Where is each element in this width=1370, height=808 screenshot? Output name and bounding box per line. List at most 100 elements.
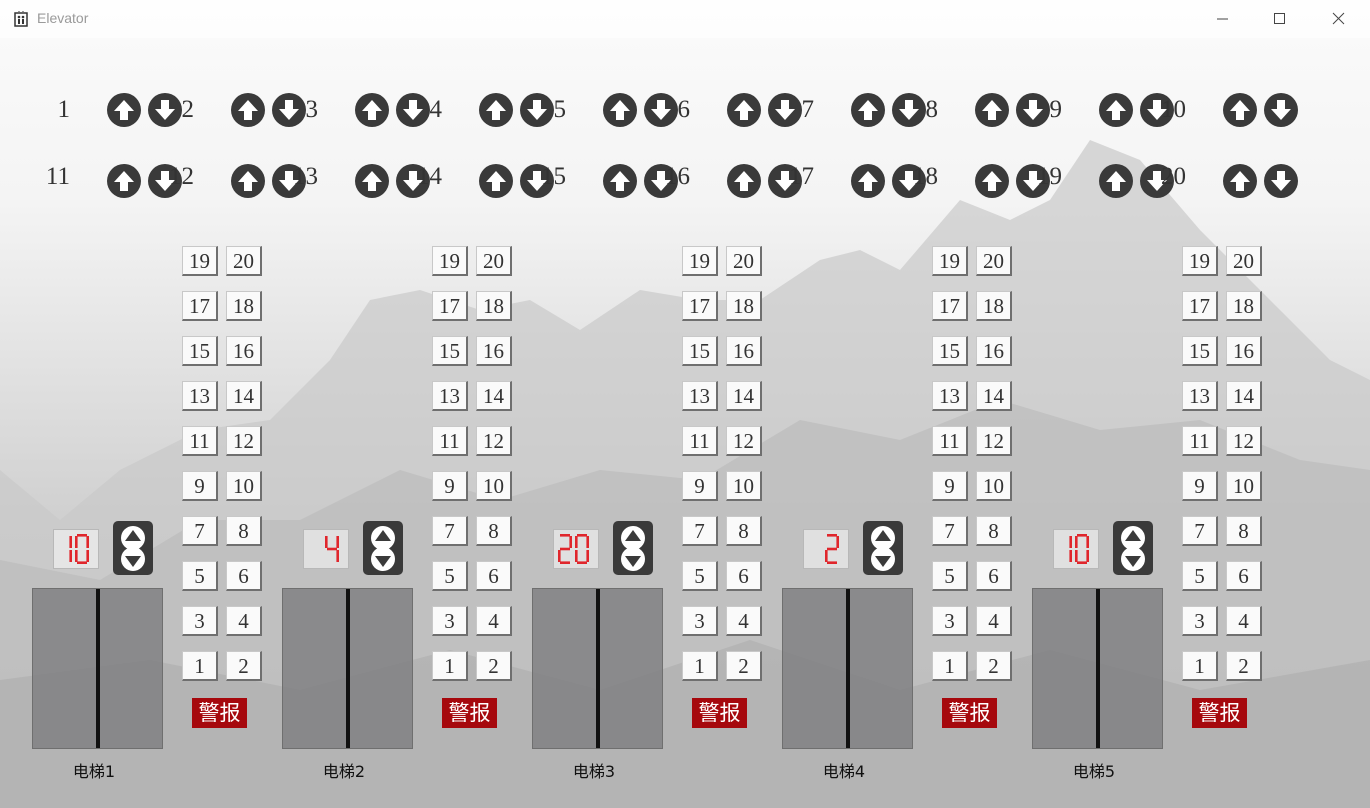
hall-call-up-button[interactable] [975,164,1009,198]
hall-call-up-button[interactable] [479,164,513,198]
car-floor-button[interactable]: 16 [726,336,762,366]
car-floor-button[interactable]: 8 [226,516,262,546]
car-floor-button[interactable]: 13 [182,381,218,411]
car-floor-button[interactable]: 13 [1182,381,1218,411]
car-floor-button[interactable]: 16 [976,336,1012,366]
car-floor-button[interactable]: 2 [976,651,1012,681]
car-floor-button[interactable]: 8 [976,516,1012,546]
car-floor-button[interactable]: 1 [932,651,968,681]
hall-call-up-button[interactable] [107,93,141,127]
hall-call-up-button[interactable] [727,164,761,198]
hall-call-down-button[interactable] [148,93,182,127]
car-floor-button[interactable]: 16 [476,336,512,366]
car-floor-button[interactable]: 20 [726,246,762,276]
car-floor-button[interactable]: 11 [682,426,718,456]
alarm-button[interactable]: 警报 [1192,698,1247,728]
car-floor-button[interactable]: 18 [976,291,1012,321]
car-floor-button[interactable]: 17 [432,291,468,321]
car-floor-button[interactable]: 4 [476,606,512,636]
hall-call-down-button[interactable] [892,164,926,198]
car-floor-button[interactable]: 15 [182,336,218,366]
car-floor-button[interactable]: 16 [1226,336,1262,366]
car-floor-button[interactable]: 17 [182,291,218,321]
hall-call-down-button[interactable] [272,164,306,198]
hall-call-down-button[interactable] [768,164,802,198]
car-floor-button[interactable]: 2 [476,651,512,681]
hall-call-up-button[interactable] [603,164,637,198]
hall-call-down-button[interactable] [1264,164,1298,198]
car-floor-button[interactable]: 14 [476,381,512,411]
car-floor-button[interactable]: 12 [1226,426,1262,456]
car-floor-button[interactable]: 6 [476,561,512,591]
car-floor-button[interactable]: 12 [226,426,262,456]
car-floor-button[interactable]: 5 [182,561,218,591]
hall-call-down-button[interactable] [272,93,306,127]
alarm-button[interactable]: 警报 [692,698,747,728]
car-floor-button[interactable]: 4 [726,606,762,636]
car-floor-button[interactable]: 7 [182,516,218,546]
car-floor-button[interactable]: 1 [682,651,718,681]
hall-call-up-button[interactable] [479,93,513,127]
car-floor-button[interactable]: 2 [726,651,762,681]
car-floor-button[interactable]: 19 [682,246,718,276]
car-floor-button[interactable]: 13 [932,381,968,411]
hall-call-up-button[interactable] [231,93,265,127]
hall-call-up-button[interactable] [107,164,141,198]
car-floor-button[interactable]: 15 [1182,336,1218,366]
car-floor-button[interactable]: 5 [682,561,718,591]
car-floor-button[interactable]: 20 [476,246,512,276]
hall-call-up-button[interactable] [355,164,389,198]
car-floor-button[interactable]: 14 [226,381,262,411]
car-floor-button[interactable]: 14 [726,381,762,411]
minimize-button[interactable] [1193,0,1251,38]
car-floor-button[interactable]: 11 [932,426,968,456]
hall-call-down-button[interactable] [520,93,554,127]
car-floor-button[interactable]: 14 [1226,381,1262,411]
car-floor-button[interactable]: 19 [932,246,968,276]
car-floor-button[interactable]: 15 [682,336,718,366]
car-floor-button[interactable]: 10 [226,471,262,501]
car-floor-button[interactable]: 19 [182,246,218,276]
car-floor-button[interactable]: 3 [1182,606,1218,636]
car-floor-button[interactable]: 5 [1182,561,1218,591]
car-floor-button[interactable]: 1 [1182,651,1218,681]
hall-call-up-button[interactable] [851,164,885,198]
car-floor-button[interactable]: 1 [432,651,468,681]
car-floor-button[interactable]: 5 [932,561,968,591]
alarm-button[interactable]: 警报 [942,698,997,728]
car-floor-button[interactable]: 4 [226,606,262,636]
hall-call-down-button[interactable] [644,164,678,198]
car-floor-button[interactable]: 20 [226,246,262,276]
car-floor-button[interactable]: 11 [1182,426,1218,456]
hall-call-up-button[interactable] [1099,93,1133,127]
car-floor-button[interactable]: 10 [1226,471,1262,501]
car-floor-button[interactable]: 16 [226,336,262,366]
car-floor-button[interactable]: 18 [1226,291,1262,321]
car-floor-button[interactable]: 1 [182,651,218,681]
hall-call-down-button[interactable] [148,164,182,198]
car-floor-button[interactable]: 10 [976,471,1012,501]
hall-call-down-button[interactable] [1016,93,1050,127]
hall-call-down-button[interactable] [1016,164,1050,198]
car-floor-button[interactable]: 18 [726,291,762,321]
car-floor-button[interactable]: 7 [682,516,718,546]
car-floor-button[interactable]: 19 [432,246,468,276]
hall-call-up-button[interactable] [975,93,1009,127]
car-floor-button[interactable]: 2 [1226,651,1262,681]
car-floor-button[interactable]: 8 [1226,516,1262,546]
hall-call-up-button[interactable] [231,164,265,198]
car-floor-button[interactable]: 6 [976,561,1012,591]
car-floor-button[interactable]: 6 [1226,561,1262,591]
car-floor-button[interactable]: 8 [476,516,512,546]
car-floor-button[interactable]: 15 [432,336,468,366]
car-floor-button[interactable]: 6 [726,561,762,591]
maximize-button[interactable] [1251,0,1309,38]
hall-call-up-button[interactable] [851,93,885,127]
hall-call-down-button[interactable] [768,93,802,127]
hall-call-up-button[interactable] [727,93,761,127]
close-button[interactable] [1309,0,1367,38]
car-floor-button[interactable]: 17 [682,291,718,321]
car-floor-button[interactable]: 7 [432,516,468,546]
car-floor-button[interactable]: 13 [682,381,718,411]
car-floor-button[interactable]: 4 [976,606,1012,636]
